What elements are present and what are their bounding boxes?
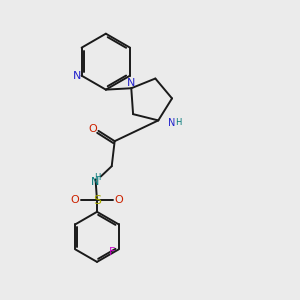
Text: O: O	[70, 195, 79, 205]
Text: S: S	[93, 194, 101, 207]
Text: H: H	[94, 172, 100, 182]
Text: H: H	[175, 118, 182, 127]
Text: N: N	[91, 177, 100, 188]
Text: O: O	[115, 195, 124, 205]
Text: N: N	[127, 78, 136, 88]
Text: O: O	[89, 124, 98, 134]
Text: N: N	[73, 71, 81, 81]
Text: F: F	[109, 247, 116, 257]
Text: N: N	[168, 118, 176, 128]
